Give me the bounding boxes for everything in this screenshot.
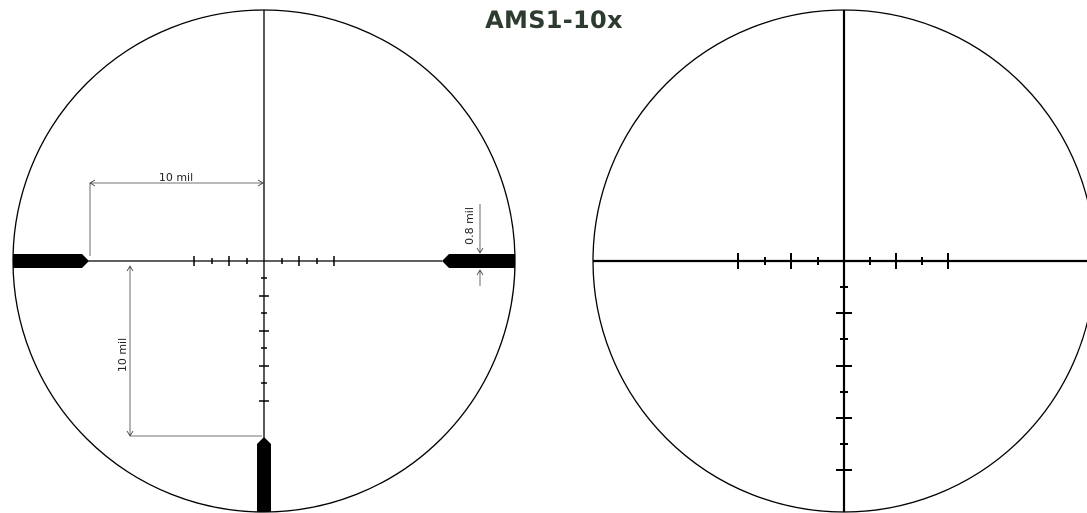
dimension-vertical	[126, 265, 262, 437]
reticle-right	[592, 9, 1087, 513]
page-title: AMS1-10x	[485, 6, 623, 34]
dimension-post-thickness	[476, 204, 484, 286]
dimension-label-horizontal: 10 mil	[159, 171, 193, 184]
dimension-label-post-thickness: 0.8 mil	[463, 207, 476, 245]
right-vertical-hashmarks	[836, 286, 852, 471]
left-post-east	[442, 254, 515, 268]
left-horizontal-hashmarks	[193, 256, 335, 266]
right-horizontal-hashmarks	[737, 253, 949, 269]
dimension-horizontal	[89, 179, 264, 256]
left-post-west	[13, 254, 89, 268]
left-post-south	[257, 437, 271, 512]
left-vertical-hashmarks	[259, 277, 269, 402]
reticle-left: 10 mil 10 mil 0.8 mil	[12, 9, 516, 513]
dimension-label-vertical: 10 mil	[116, 338, 129, 372]
